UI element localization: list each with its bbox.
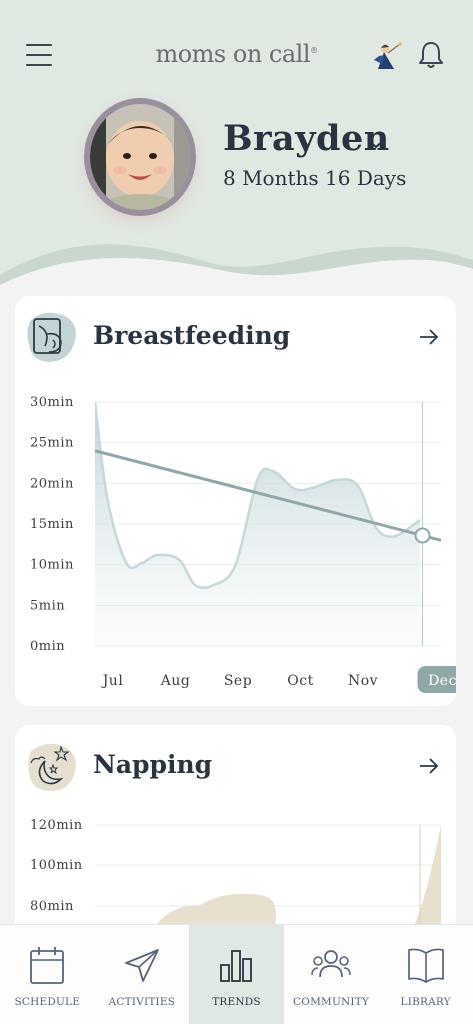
- calendar-icon: [30, 947, 65, 984]
- tab-schedule[interactable]: SCHEDULE: [0, 925, 95, 1024]
- header-wave: [0, 244, 473, 305]
- y-tick-label: 20min: [30, 476, 74, 491]
- breastfeeding-card[interactable]: Breastfeeding 30min 25min 20min 15min 10min 5…: [15, 296, 456, 706]
- bell-icon[interactable]: [417, 40, 445, 70]
- community-icon: [311, 950, 351, 978]
- y-tick-label: 80min: [30, 899, 74, 914]
- y-tick-label: 25min: [30, 436, 74, 451]
- selected-month-pill: [417, 666, 456, 693]
- y-tick-label: 15min: [30, 517, 74, 532]
- bar-chart-icon: [220, 950, 253, 982]
- child-name[interactable]: Brayden: [223, 118, 390, 159]
- y-tick-label: 10min: [30, 558, 74, 573]
- trend-line: [94, 449, 442, 542]
- tab-community-label: COMMUNITY: [293, 996, 370, 1008]
- napping-title: Napping: [93, 750, 213, 779]
- paper-plane-icon: [124, 949, 159, 982]
- y-tick-label: 120min: [30, 818, 83, 833]
- brand-logo: moms on call®: [155, 40, 318, 68]
- header-background: [0, 0, 473, 285]
- x-tick-label: Nov: [348, 673, 378, 689]
- moon-stars-icon: [28, 743, 76, 791]
- tab-community[interactable]: COMMUNITY: [284, 925, 379, 1024]
- x-tick-label: Dec: [428, 673, 456, 689]
- arrow-right-icon[interactable]: [418, 755, 440, 777]
- series-area: [410, 825, 441, 935]
- menu-button[interactable]: [26, 42, 54, 68]
- y-tick-label: 0min: [30, 639, 65, 654]
- tab-trends[interactable]: TRENDS: [189, 925, 284, 1024]
- x-tick-label: Aug: [160, 673, 191, 689]
- selected-point: [414, 527, 431, 544]
- breastfeeding-chart: 30min 25min 20min 15min 10min 5min 0min Jul Aug S…: [30, 395, 456, 693]
- tab-schedule-label: SCHEDULE: [14, 996, 81, 1008]
- fairy-godmother-icon[interactable]: [370, 38, 404, 72]
- tab-library-label: LIBRARY: [400, 996, 451, 1008]
- y-tick-label: 100min: [30, 858, 83, 873]
- breastfeeding-title: Breastfeeding: [93, 321, 291, 350]
- arrow-right-icon[interactable]: [418, 326, 440, 348]
- tab-activities-label: ACTIVITIES: [108, 996, 176, 1008]
- series-area: [95, 402, 420, 646]
- baby-photo: [90, 104, 190, 210]
- chevron-down-icon[interactable]: [365, 135, 387, 151]
- y-tick-label: 5min: [30, 598, 65, 613]
- tab-trends-label: TRENDS: [212, 996, 261, 1008]
- series-line: [95, 401, 421, 590]
- breastfeeding-icon: [27, 312, 76, 362]
- x-tick-label: Sep: [224, 673, 252, 689]
- y-tick-label: 30min: [30, 395, 74, 410]
- tab-library[interactable]: LIBRARY: [378, 925, 473, 1024]
- bottom-tab-bar: SCHEDULE ACTIVITIES TRENDS COMMUNITY: [0, 924, 473, 1024]
- tab-activities[interactable]: ACTIVITIES: [95, 925, 190, 1024]
- book-icon: [407, 948, 444, 983]
- x-tick-label: Oct: [287, 673, 313, 689]
- child-avatar[interactable]: [84, 98, 196, 216]
- child-age: 8 Months 16 Days: [223, 166, 407, 190]
- x-tick-label: Jul: [101, 673, 124, 689]
